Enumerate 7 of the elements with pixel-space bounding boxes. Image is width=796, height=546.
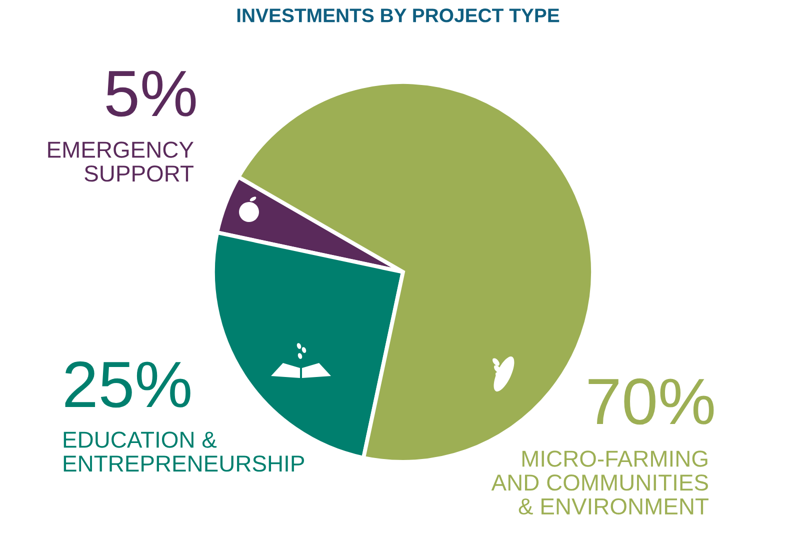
slice-label: EDUCATION & ENTREPRENEURSHIP [64,432,304,472]
slice-label: EMERGENCY SUPPORT [48,142,194,182]
data-label: 5% [106,70,196,117]
slice-label: MICRO-FARMING AND COMMUNITIES & ENVIRONMENT [491,450,708,515]
chart-title: INVESTMENTS BY PROJECT TYPE [237,8,560,22]
data-label: 70% [588,378,714,425]
data-label: 25% [65,361,190,408]
